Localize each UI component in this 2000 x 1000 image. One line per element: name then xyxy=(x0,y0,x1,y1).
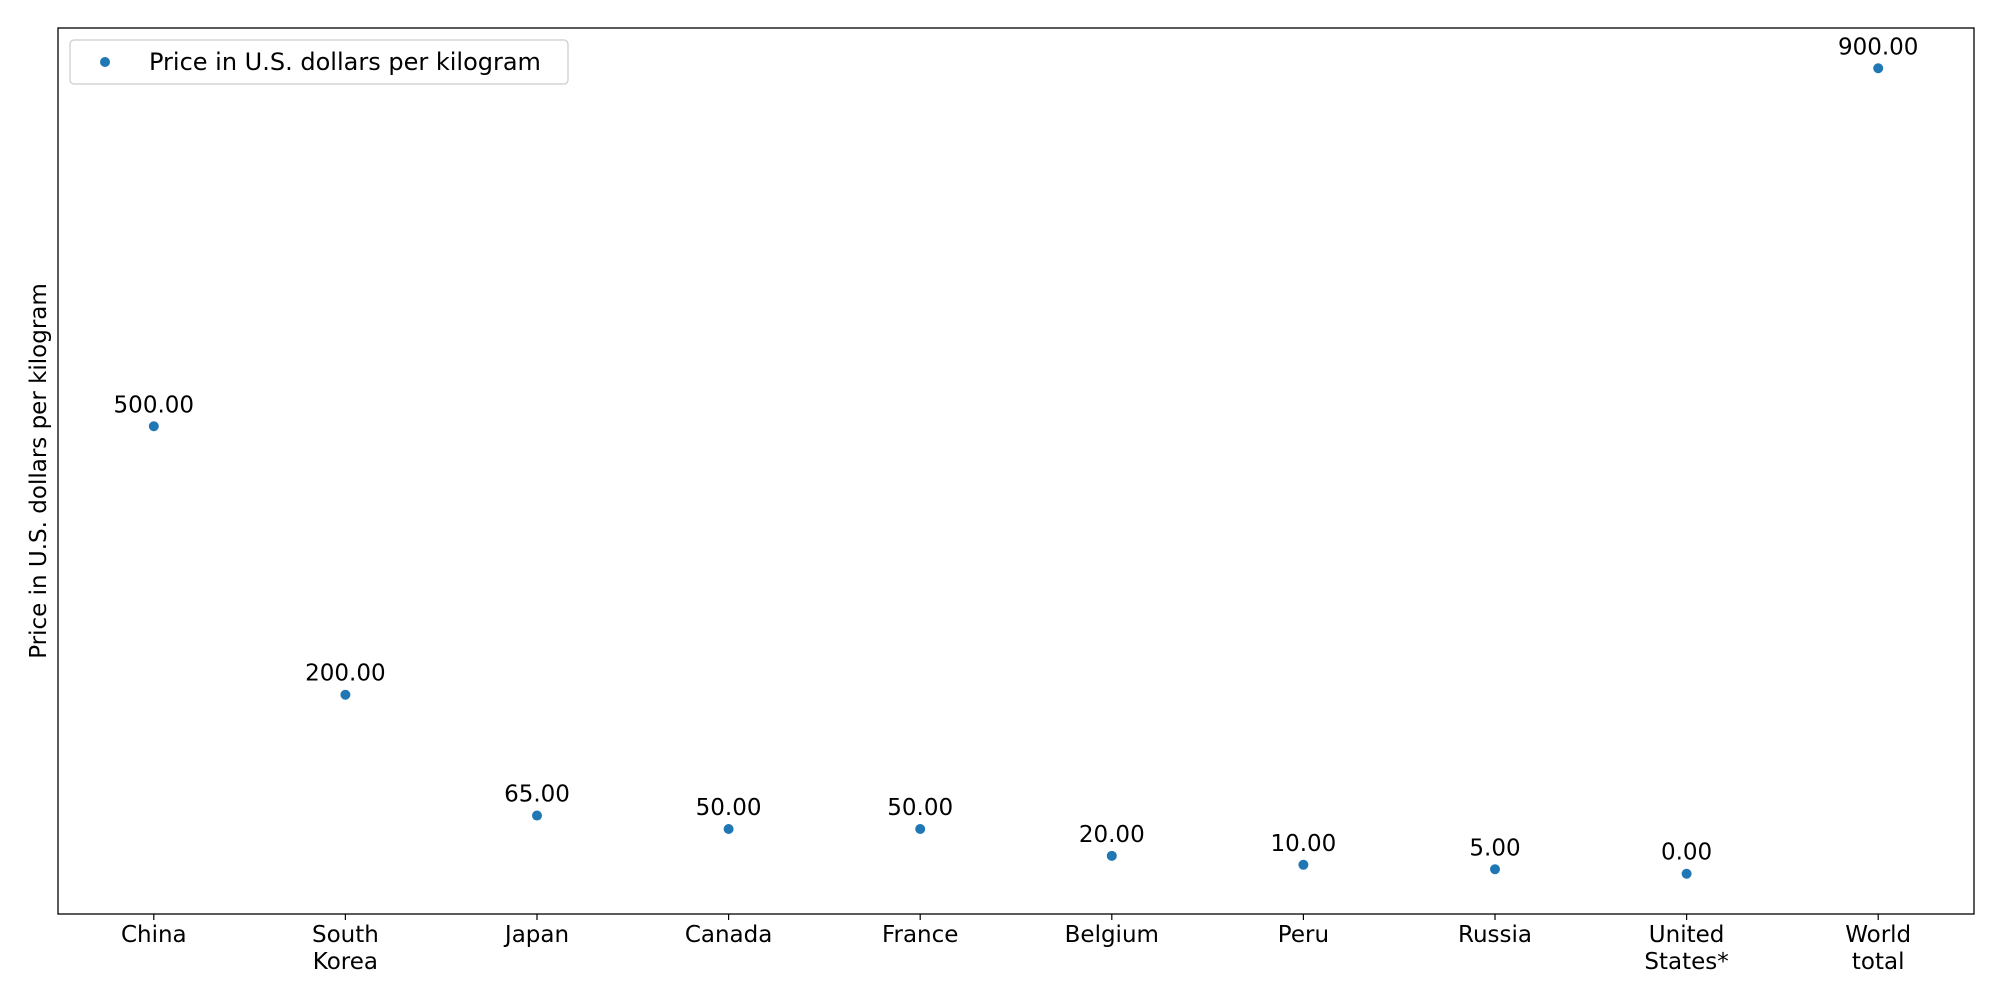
x-tick-label-line: China xyxy=(121,922,187,948)
x-tick-label-line: France xyxy=(882,922,958,948)
y-axis-label: Price in U.S. dollars per kilogram xyxy=(26,283,52,659)
data-point xyxy=(148,421,159,432)
data-label: 0.00 xyxy=(1661,840,1712,866)
legend-marker xyxy=(100,57,110,67)
x-tick-label: Russia xyxy=(1458,922,1532,948)
data-label: 200.00 xyxy=(305,661,385,687)
data-label: 900.00 xyxy=(1838,34,1918,60)
x-tick-label-line: Korea xyxy=(313,949,378,975)
x-tick-label: France xyxy=(882,922,958,948)
data-label: 10.00 xyxy=(1270,831,1336,857)
x-tick-label-line: World xyxy=(1845,922,1911,948)
x-tick-label-line: Peru xyxy=(1278,922,1329,948)
x-tick-label-line: States* xyxy=(1644,949,1728,975)
plot-area xyxy=(57,27,1975,915)
data-label: 20.00 xyxy=(1079,822,1145,848)
x-tick-label-line: Japan xyxy=(503,922,569,948)
x-tick-label: United States* xyxy=(1644,922,1728,975)
legend: Price in U.S. dollars per kilogram xyxy=(69,39,569,85)
legend-box xyxy=(69,39,569,85)
data-labels: 500.00 200.00 65.00 50.00 50.00 20.00 10.00 5.0… xyxy=(114,34,1919,865)
x-tick-label: South Korea xyxy=(312,922,379,975)
x-tick-label: China xyxy=(121,922,187,948)
x-tick-label: World total xyxy=(1845,922,1911,975)
data-point xyxy=(723,823,734,834)
data-point xyxy=(1106,850,1117,861)
x-tick-label-line: total xyxy=(1852,949,1905,975)
data-points xyxy=(148,63,1884,879)
data-label: 65.00 xyxy=(504,782,570,808)
x-tick-label: Canada xyxy=(685,922,773,948)
x-tick-label-line: Belgium xyxy=(1065,922,1159,948)
data-point xyxy=(1298,859,1309,870)
legend-entry-label: Price in U.S. dollars per kilogram xyxy=(149,48,541,76)
x-tick-label: Peru xyxy=(1278,922,1329,948)
data-point xyxy=(532,810,542,821)
data-point xyxy=(1873,63,1884,74)
data-label: 5.00 xyxy=(1469,835,1520,861)
data-point xyxy=(340,689,351,700)
data-point xyxy=(1490,864,1500,875)
x-tick-label-line: Russia xyxy=(1458,922,1532,948)
x-axis-ticks: China South Korea Japan Canada France Belgium P… xyxy=(121,914,1911,975)
x-tick-label-line: United xyxy=(1649,922,1725,948)
x-tick-label: Japan xyxy=(503,922,569,948)
x-tick-label-line: Canada xyxy=(685,922,773,948)
data-label: 50.00 xyxy=(696,795,762,821)
data-point xyxy=(915,823,926,834)
x-tick-label: Belgium xyxy=(1065,922,1159,948)
data-point xyxy=(1681,868,1692,879)
x-tick-label-line: South xyxy=(312,922,379,948)
data-label: 500.00 xyxy=(114,392,194,418)
data-label: 50.00 xyxy=(887,795,953,821)
